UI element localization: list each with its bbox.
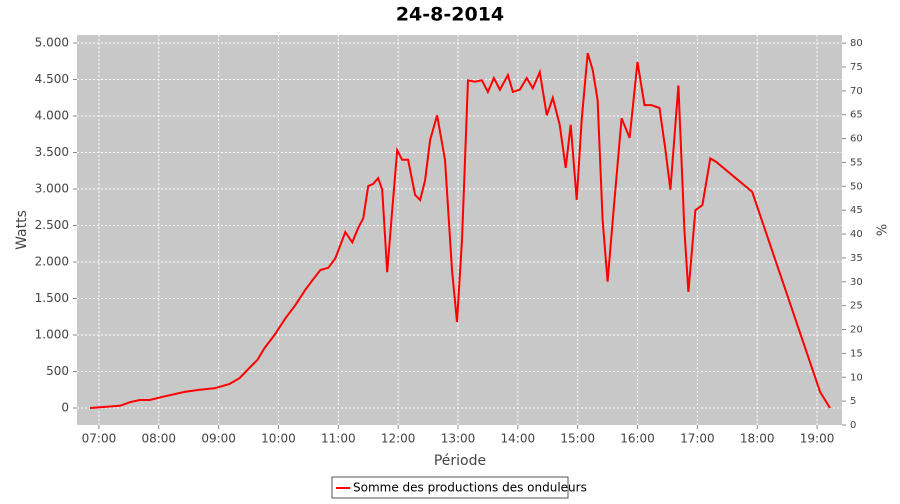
x-tick-label: 13:00 <box>441 432 476 446</box>
y-tick-label: 0 <box>61 400 69 414</box>
y2-tick-label: 30 <box>850 277 863 288</box>
line-series <box>89 52 831 409</box>
x-tick-label: 14:00 <box>501 432 536 446</box>
x-tick-label: 18:00 <box>740 432 775 446</box>
y2-tick-label: 70 <box>850 86 863 97</box>
x-axis-label: Période <box>434 453 486 469</box>
x-tick-label: 08:00 <box>141 432 176 446</box>
y-tick-label: 3.000 <box>35 182 69 196</box>
x-tick-label: 17:00 <box>680 432 715 446</box>
y2-tick-label: 55 <box>850 157 863 168</box>
x-tick-label: 16:00 <box>620 432 655 446</box>
y2-tick-label: 20 <box>850 325 863 336</box>
y2-tick-label: 35 <box>850 253 863 264</box>
chart-title: 24-8-2014 <box>396 4 504 26</box>
y2-tick-label: 25 <box>850 301 863 312</box>
y-tick-label: 4.500 <box>35 72 69 86</box>
y-tick-label: 3.500 <box>35 145 69 159</box>
y-tick-label: 4.000 <box>35 109 69 123</box>
y2-tick-label: 80 <box>850 38 863 49</box>
y-tick-label: 500 <box>46 364 69 378</box>
y2-tick-label: 10 <box>850 372 863 383</box>
y2-tick-label: 50 <box>850 181 863 192</box>
legend <box>331 476 569 499</box>
x-tick-label: 10:00 <box>261 432 296 446</box>
x-tick-label: 12:00 <box>381 432 416 446</box>
y2-tick-label: 45 <box>850 205 863 216</box>
x-tick-label: 15:00 <box>560 432 595 446</box>
x-tick-label: 07:00 <box>82 432 117 446</box>
x-tick-label: 11:00 <box>321 432 356 446</box>
y2-tick-label: 5 <box>850 396 856 407</box>
y-tick-label: 2.500 <box>35 218 69 232</box>
x-tick-label: 09:00 <box>201 432 236 446</box>
y-tick-label: 2.000 <box>35 255 69 269</box>
y2-tick-label: 65 <box>850 110 863 121</box>
legend-label: Somme des productions des onduleurs <box>353 481 587 495</box>
y2-tick-label: 60 <box>850 134 863 145</box>
y-tick-label: 5.000 <box>35 36 69 50</box>
x-tick-label: 19:00 <box>800 432 835 446</box>
y2-tick-label: 15 <box>850 348 863 359</box>
y-axis-label: Watts <box>14 210 30 250</box>
y2-axis-label: % <box>873 224 888 236</box>
y2-tick-label: 40 <box>850 229 863 240</box>
y-tick-label: 1.000 <box>35 328 69 342</box>
y2-tick-label: 0 <box>850 420 856 431</box>
y-tick-label: 1.500 <box>35 291 69 305</box>
plot-area <box>77 35 842 425</box>
y2-tick-label: 75 <box>850 62 863 73</box>
